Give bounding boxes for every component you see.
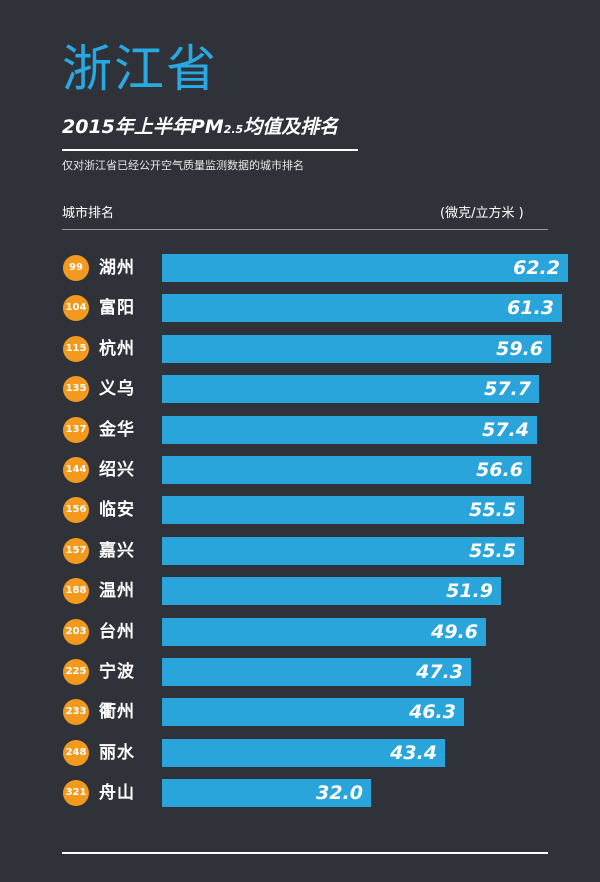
city-label: 温州 — [99, 581, 135, 602]
city-label: 绍兴 — [99, 460, 135, 480]
rank-badge: 99 — [63, 255, 89, 281]
data-label: 55.5 — [469, 499, 516, 522]
bar-row: 188 温州 51.9 — [0, 577, 600, 606]
bar-row: 156 临安 55.5 — [0, 496, 600, 525]
bar-row: 135 义乌 57.7 — [0, 375, 600, 404]
bar — [162, 536, 524, 565]
chart-title-subscript: 2.5 — [223, 123, 244, 136]
bar-row: 157 嘉兴 55.5 — [0, 536, 600, 565]
chart-subtitle: 仅对浙江省已经公开空气质量监测数据的城市排名 — [62, 159, 304, 172]
bar-row: 104 富阳 61.3 — [0, 294, 600, 323]
data-label: 59.6 — [496, 337, 543, 360]
city-label: 衢州 — [99, 702, 135, 723]
city-label: 丽水 — [99, 742, 135, 763]
bar-row: 203 台州 49.6 — [0, 617, 600, 646]
bar — [162, 577, 501, 606]
rank-badge: 203 — [63, 618, 89, 645]
bar — [162, 738, 445, 767]
city-label: 杭州 — [99, 338, 135, 359]
title-underline — [62, 149, 358, 151]
data-label: 43.4 — [390, 741, 437, 764]
bar-row: 99 湖州 62.2 — [0, 254, 600, 282]
bar — [162, 779, 371, 808]
bar — [162, 456, 531, 484]
city-label: 舟山 — [99, 783, 135, 804]
bar-row: 137 金华 57.4 — [0, 415, 600, 444]
city-label: 富阳 — [99, 298, 135, 319]
column-header-city-rank: 城市排名 — [62, 206, 115, 221]
city-label: 嘉兴 — [99, 540, 135, 561]
rank-badge: 188 — [63, 578, 89, 605]
data-label: 57.7 — [484, 378, 531, 401]
column-header-unit: (微克/立方米 ) — [440, 206, 524, 221]
rank-badge: 233 — [63, 699, 89, 726]
bar — [162, 254, 568, 282]
bar — [162, 617, 486, 646]
city-label: 台州 — [99, 621, 135, 642]
data-label: 49.6 — [431, 620, 478, 643]
bar — [162, 375, 539, 404]
bottom-divider — [62, 852, 548, 854]
data-label: 57.4 — [482, 418, 529, 441]
city-label: 金华 — [99, 419, 135, 440]
data-label: 55.5 — [469, 539, 516, 562]
data-label: 62.2 — [513, 257, 560, 279]
city-label: 湖州 — [99, 258, 135, 278]
bar-row: 233 衢州 46.3 — [0, 698, 600, 727]
rank-badge: 248 — [63, 739, 89, 766]
city-label: 临安 — [99, 500, 135, 521]
bar — [162, 334, 551, 363]
rank-badge: 144 — [63, 457, 89, 483]
data-label: 51.9 — [446, 580, 493, 603]
data-label: 47.3 — [416, 661, 463, 683]
chart-title-end: 均值及排名 — [243, 116, 339, 138]
city-label: 义乌 — [99, 379, 135, 400]
data-label: 56.6 — [476, 459, 523, 481]
rank-badge: 135 — [63, 376, 89, 403]
data-label: 61.3 — [507, 297, 554, 320]
rank-badge: 321 — [63, 780, 89, 807]
city-label: 宁波 — [99, 662, 135, 682]
bar-row: 248 丽水 43.4 — [0, 738, 600, 767]
bar-row: 115 杭州 59.6 — [0, 334, 600, 363]
rank-badge: 104 — [63, 295, 89, 322]
bar — [162, 698, 464, 727]
bar — [162, 415, 537, 444]
bar — [162, 658, 471, 686]
bar-row: 225 宁波 47.3 — [0, 658, 600, 686]
bar-row: 321 舟山 32.0 — [0, 779, 600, 808]
province-title: 浙江省 — [62, 40, 218, 98]
rank-badge: 137 — [63, 416, 89, 443]
chart-title-main: 2015年上半年PM — [62, 116, 224, 138]
bar-row: 144 绍兴 56.6 — [0, 456, 600, 484]
header-divider — [62, 229, 548, 230]
rank-badge: 115 — [63, 335, 89, 362]
data-label: 46.3 — [409, 701, 456, 724]
chart-title: 2015年上半年PM2.5均值及排名 — [62, 118, 338, 137]
bar — [162, 294, 562, 323]
rank-badge: 156 — [63, 497, 89, 524]
rank-badge: 157 — [63, 537, 89, 564]
rank-badge: 225 — [63, 659, 89, 685]
bar — [162, 496, 524, 525]
data-label: 32.0 — [316, 782, 363, 805]
